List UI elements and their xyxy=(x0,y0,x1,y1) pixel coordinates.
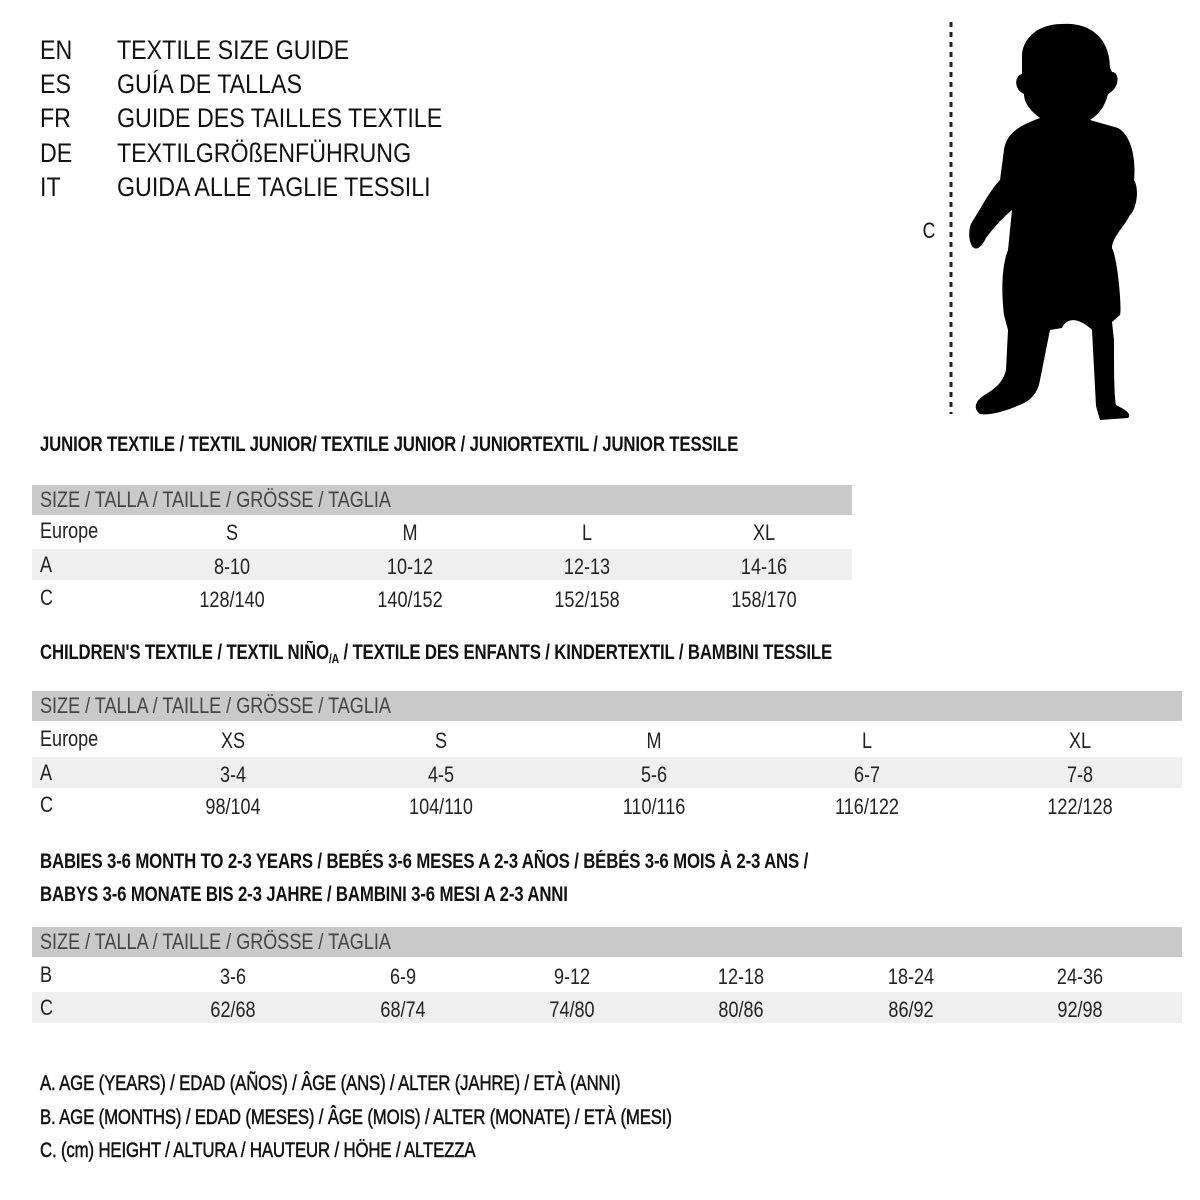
table-cell: 98/104 xyxy=(205,794,261,819)
legend-item: C. (cm) HEIGHT / ALTURA / HAUTEUR / HÖHE… xyxy=(40,1139,476,1163)
table-cell: 6-7 xyxy=(853,762,881,787)
title-text: GUIDE DES TAILLES TEXTILE xyxy=(117,103,443,133)
language-code: ES xyxy=(40,69,71,99)
table-cell: 24-36 xyxy=(1056,964,1104,989)
table-cell: 74/80 xyxy=(549,997,595,1022)
legend-item: A. AGE (YEARS) / EDAD (AÑOS) / ÂGE (ANS)… xyxy=(40,1072,621,1096)
table-cell: M xyxy=(646,728,662,753)
row-label: C xyxy=(40,792,54,817)
row-label: Europe xyxy=(40,518,99,543)
table-cell: M xyxy=(402,520,418,545)
legend-item: B. AGE (MONTHS) / EDAD (MESES) / ÂGE (MO… xyxy=(40,1106,672,1130)
size-header-label: SIZE / TALLA / TAILLE / GRÖSSE / TAGLIA xyxy=(40,487,391,512)
table-cell: 158/170 xyxy=(731,587,797,612)
table-cell: 6-9 xyxy=(389,964,417,989)
table-cell: 18-24 xyxy=(887,964,935,989)
table-cell: 7-8 xyxy=(1066,762,1094,787)
row-shade xyxy=(32,549,852,580)
table-cell: 8-10 xyxy=(213,554,251,579)
table-cell: 110/116 xyxy=(622,794,686,819)
babies-heading-line2: BABYS 3-6 MONATE BIS 2-3 JAHRE / BAMBINI… xyxy=(40,883,568,906)
table-cell: 116/122 xyxy=(835,794,899,819)
babies-heading-line1: BABIES 3-6 MONTH TO 2-3 YEARS / BEBÉS 3-… xyxy=(40,850,809,873)
size-header-label: SIZE / TALLA / TAILLE / GRÖSSE / TAGLIA xyxy=(40,929,391,954)
child-silhouette-icon xyxy=(949,22,1137,420)
children-heading-part: CHILDREN'S TEXTILE / TEXTIL NIÑO xyxy=(40,641,329,664)
row-label: C xyxy=(40,995,54,1020)
table-cell: 80/86 xyxy=(718,997,764,1022)
table-cell: 92/98 xyxy=(1057,997,1103,1022)
table-cell: 4-5 xyxy=(427,762,455,787)
children-heading-part: / TEXTILE DES ENFANTS / KINDERTEXTIL / B… xyxy=(338,641,833,664)
row-shade xyxy=(32,757,1182,788)
language-code: FR xyxy=(40,103,71,133)
table-cell: 10-12 xyxy=(386,554,434,579)
title-text: TEXTILE SIZE GUIDE xyxy=(117,35,350,65)
row-label: A xyxy=(40,760,53,785)
language-code: IT xyxy=(40,172,61,202)
table-cell: 152/158 xyxy=(554,587,620,612)
junior-heading: JUNIOR TEXTILE / TEXTIL JUNIOR/ TEXTILE … xyxy=(40,433,739,456)
table-cell: XS xyxy=(220,728,246,753)
size-header-label: SIZE / TALLA / TAILLE / GRÖSSE / TAGLIA xyxy=(40,693,391,718)
table-cell: XL xyxy=(752,520,776,545)
row-label: Europe xyxy=(40,726,99,751)
table-cell: 5-6 xyxy=(640,762,668,787)
row-label: C xyxy=(40,585,54,610)
table-cell: 62/68 xyxy=(210,997,256,1022)
table-cell: XL xyxy=(1068,728,1092,753)
table-cell: 86/92 xyxy=(888,997,934,1022)
table-cell: 122/128 xyxy=(1047,794,1113,819)
table-cell: 14-16 xyxy=(740,554,788,579)
table-cell: L xyxy=(581,520,593,545)
row-label: B xyxy=(40,962,53,987)
size-header-bar: SIZE / TALLA / TAILLE / GRÖSSE / TAGLIA xyxy=(32,927,1182,957)
row-shade xyxy=(32,992,1182,1023)
table-cell: 140/152 xyxy=(377,587,443,612)
size-header-bar: SIZE / TALLA / TAILLE / GRÖSSE / TAGLIA xyxy=(32,691,1182,721)
children-heading: CHILDREN'S TEXTILE / TEXTIL NIÑO/A / TEX… xyxy=(40,641,832,671)
title-text: TEXTILGRÖßENFÜHRUNG xyxy=(117,138,412,168)
table-cell: 9-12 xyxy=(553,964,591,989)
table-cell: 68/74 xyxy=(380,997,426,1022)
row-label: A xyxy=(40,552,53,577)
title-text: GUIDA ALLE TAGLIE TESSILI xyxy=(117,172,431,202)
table-cell: 128/140 xyxy=(199,587,265,612)
height-measure-label: C xyxy=(922,218,936,243)
table-cell: 104/110 xyxy=(409,794,473,819)
table-cell: S xyxy=(225,520,239,545)
table-cell: L xyxy=(861,728,873,753)
table-cell: 12-18 xyxy=(717,964,765,989)
table-cell: S xyxy=(434,728,448,753)
language-code: EN xyxy=(40,35,73,65)
table-cell: 3-6 xyxy=(219,964,247,989)
table-cell: 3-4 xyxy=(219,762,247,787)
size-header-bar: SIZE / TALLA / TAILLE / GRÖSSE / TAGLIA xyxy=(32,485,852,515)
table-cell: 12-13 xyxy=(563,554,611,579)
language-code: DE xyxy=(40,138,73,168)
title-text: GUÍA DE TALLAS xyxy=(117,69,302,99)
children-heading-part: /A xyxy=(328,651,339,666)
